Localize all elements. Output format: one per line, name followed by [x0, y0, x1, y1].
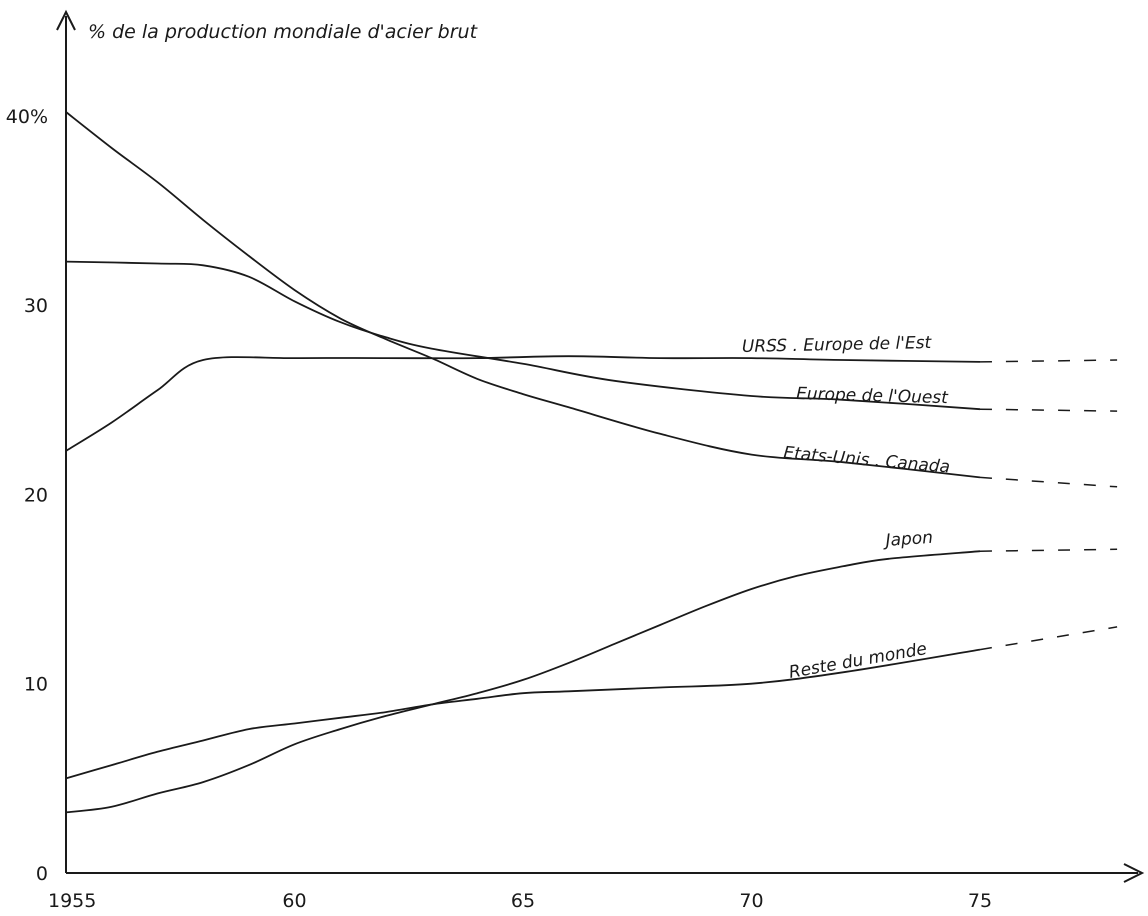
- series-label-japon: Japon: [882, 528, 934, 551]
- x-axis-arrow-icon: [1123, 863, 1145, 883]
- series-projection-0: [979, 359, 1118, 363]
- series-line-4: [65, 648, 981, 780]
- x-axis: [66, 863, 1145, 883]
- y-axis-arrow-icon: [56, 9, 76, 31]
- y-tick-label: 30: [24, 295, 48, 317]
- series-label-urss: URSS . Europe de l'Est: [742, 333, 933, 357]
- x-tick-label: 65: [511, 890, 535, 912]
- x-tick-label: 1955: [48, 890, 96, 912]
- x-tick-label: 60: [282, 890, 306, 912]
- y-tick-labels: 0 10 20 30 40%: [6, 106, 48, 885]
- y-tick-label: 10: [24, 674, 48, 696]
- series-line-3: [65, 550, 981, 814]
- series-labels: URSS . Europe de l'Est Europe de l'Ouest…: [742, 333, 951, 683]
- series-projection-4: [979, 626, 1118, 651]
- x-tick-label: 75: [968, 890, 992, 912]
- series-label-reste: Reste du monde: [787, 639, 928, 683]
- x-tick-labels: 1955 60 65 70 75: [48, 890, 992, 912]
- y-tick-label: 20: [24, 484, 48, 506]
- series-projection-3: [979, 548, 1118, 552]
- y-tick-label: 0: [36, 863, 48, 885]
- series-label-etats-unis: Etats-Unis . Canada: [783, 443, 951, 477]
- series-line-2: [65, 111, 981, 479]
- series-line-0: [65, 355, 981, 452]
- chart-title: % de la production mondiale d'acier brut: [88, 21, 479, 43]
- y-axis: [56, 9, 76, 873]
- series-lines: [65, 111, 1118, 814]
- series-label-europe-ouest: Europe de l'Ouest: [796, 384, 950, 408]
- series-projection-1: [979, 408, 1118, 412]
- series-projection-2: [979, 476, 1118, 488]
- x-tick-label: 70: [739, 890, 763, 912]
- series-line-1: [65, 260, 981, 411]
- y-tick-label: 40%: [6, 106, 48, 128]
